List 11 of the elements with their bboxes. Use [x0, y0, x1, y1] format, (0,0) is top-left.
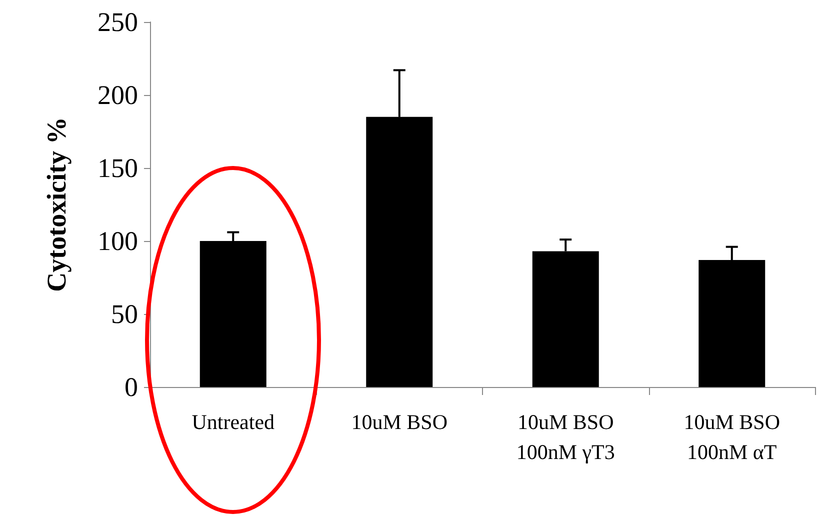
y-tick-label: 0 [124, 372, 138, 402]
y-tick-label: 50 [111, 299, 138, 329]
y-tick-label: 150 [98, 153, 138, 183]
y-tick-label: 200 [98, 80, 138, 110]
y-tick-label: 100 [98, 226, 138, 256]
y-axis-title: Cytotoxicity % [42, 117, 72, 292]
y-tick-label: 250 [98, 7, 138, 37]
x-tick-label: 10uM BSO 100nM γT3 [516, 410, 615, 464]
x-tick-label: Untreated [192, 410, 276, 434]
x-tick-label: 10uM BSO [351, 410, 448, 434]
x-tick-label: 10uM BSO 100nM αT [684, 410, 780, 464]
